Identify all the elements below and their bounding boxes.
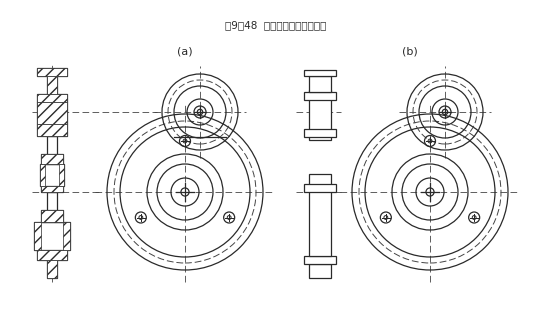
Bar <box>304 92 336 100</box>
Bar <box>47 76 57 94</box>
Bar <box>37 250 67 260</box>
Bar <box>40 164 64 186</box>
Text: (a): (a) <box>177 47 193 57</box>
Bar <box>37 102 67 124</box>
Bar <box>37 124 67 136</box>
Bar <box>37 250 67 260</box>
Text: (b): (b) <box>402 47 418 57</box>
Bar <box>41 154 63 164</box>
Text: 图9－48  直齿圆柱齿轮啮合画法: 图9－48 直齿圆柱齿轮啮合画法 <box>225 20 327 30</box>
Bar <box>309 174 331 256</box>
Bar <box>47 260 57 278</box>
Bar <box>41 186 63 192</box>
Bar <box>47 260 57 278</box>
Bar <box>37 68 67 76</box>
Bar <box>304 256 336 264</box>
Bar <box>37 94 67 102</box>
Bar <box>304 70 336 76</box>
Bar <box>37 102 67 124</box>
Bar <box>41 210 63 222</box>
Bar <box>309 76 331 92</box>
Bar <box>34 222 70 250</box>
Bar <box>304 184 336 192</box>
Bar <box>63 222 70 250</box>
Bar <box>41 210 63 222</box>
Bar <box>37 94 67 102</box>
Bar <box>59 164 64 186</box>
Bar <box>304 129 336 137</box>
Bar <box>47 76 57 94</box>
Bar <box>40 164 45 186</box>
Bar <box>34 222 41 250</box>
Bar <box>41 154 63 164</box>
Bar <box>47 192 57 210</box>
Bar <box>41 186 63 192</box>
Bar <box>309 264 331 278</box>
Bar <box>47 136 57 154</box>
Bar <box>37 68 67 76</box>
Bar <box>37 124 67 136</box>
Bar <box>309 90 331 140</box>
